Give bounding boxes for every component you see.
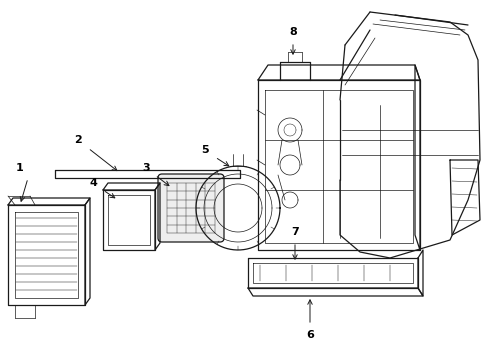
Text: 8: 8 xyxy=(289,27,297,37)
Text: 3: 3 xyxy=(142,163,150,173)
Text: 5: 5 xyxy=(201,145,209,155)
Text: 4: 4 xyxy=(89,178,97,188)
Text: 1: 1 xyxy=(16,163,24,173)
Text: 7: 7 xyxy=(291,227,299,237)
FancyBboxPatch shape xyxy=(158,174,224,242)
Text: 2: 2 xyxy=(74,135,82,145)
Text: 6: 6 xyxy=(306,330,314,340)
